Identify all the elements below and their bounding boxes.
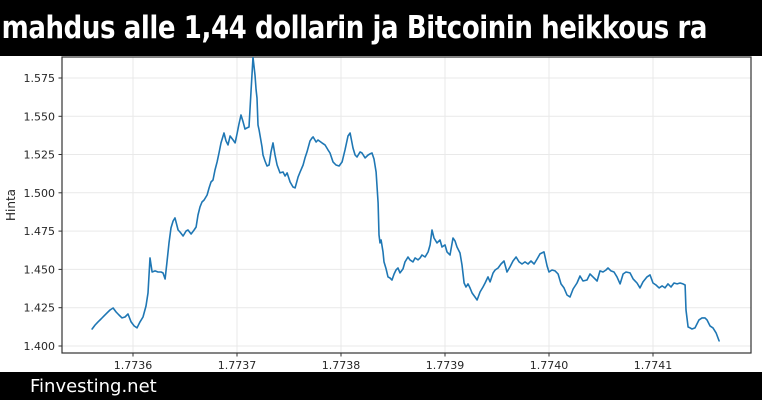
axes-box <box>61 56 752 354</box>
y-tick-label: 1.525 <box>24 149 56 162</box>
y-tick-label: 1.450 <box>24 263 56 276</box>
x-tick-label: 1.7738 <box>322 359 361 372</box>
y-tick-label: 1.475 <box>24 225 56 238</box>
y-tick-label: 1.550 <box>24 110 56 123</box>
x-tick-label: 1.7741 <box>634 359 673 372</box>
x-tick-label: 1.7740 <box>530 359 569 372</box>
y-tick-label: 1.425 <box>24 302 56 315</box>
site-name: Finvesting.net <box>30 375 157 397</box>
page-title: mahdus alle 1,44 dollarin ja Bitcoinin h… <box>1 10 708 46</box>
x-tick-label: 1.7739 <box>426 359 465 372</box>
footer-banner: Finvesting.net <box>0 372 762 400</box>
y-tick-label: 1.575 <box>24 72 56 85</box>
title-banner: mahdus alle 1,44 dollarin ja Bitcoinin h… <box>0 0 762 56</box>
x-tick-label: 1.7736 <box>114 359 153 372</box>
y-tick-label: 1.500 <box>24 187 56 200</box>
price-line <box>91 57 720 342</box>
y-axis-title: Hinta <box>4 189 18 221</box>
x-tick-label: 1.7737 <box>218 359 257 372</box>
y-tick-label: 1.400 <box>24 340 56 353</box>
